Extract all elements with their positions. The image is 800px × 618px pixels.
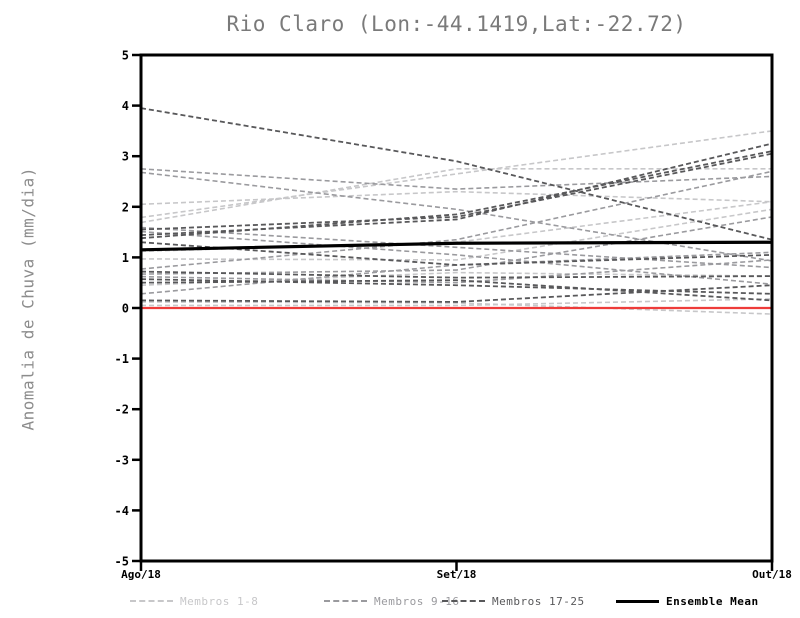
x-tick-label: Ago/18 — [121, 568, 161, 581]
legend-label: Ensemble Mean — [666, 594, 759, 608]
series-line-membro-12 — [140, 230, 773, 286]
y-tick-label: 0 — [122, 302, 129, 316]
x-tick-label: Out/18 — [752, 568, 792, 581]
y-tick-label: -5 — [115, 555, 129, 569]
legend-line-sample — [130, 600, 173, 602]
y-tick-label: 4 — [122, 99, 129, 113]
y-tick-label: 2 — [122, 200, 129, 214]
legend-item-membros-9-16: Membros 9-16 — [324, 593, 459, 609]
legend-label: Membros 1-8 — [180, 594, 259, 608]
legend-line-sample — [324, 600, 367, 602]
y-tick-label: 1 — [122, 251, 129, 265]
series-line-membro-17 — [140, 107, 773, 241]
legend-label: Membros 17-25 — [492, 594, 585, 608]
series-line-membro-20 — [140, 152, 773, 231]
series-line-membro-25 — [140, 279, 773, 302]
y-tick-label: -4 — [115, 504, 129, 518]
legend: Membros 1-8 Membros 9-16 Membros 17-25 Ense… — [0, 593, 800, 613]
series-line-membro-1 — [140, 190, 773, 206]
series-line-membro-24 — [140, 241, 773, 266]
legend-item-membros-17-25: Membros 17-25 — [442, 593, 585, 609]
y-tick-label: 5 — [122, 49, 129, 63]
series-line-membro-11 — [140, 226, 773, 269]
series-line-ensemble-mean — [140, 240, 773, 252]
series-line-membro-21 — [140, 278, 773, 295]
series-line-membro-8 — [141, 298, 773, 307]
series-line-membro-19 — [140, 150, 773, 240]
legend-line-sample — [616, 599, 659, 603]
legend-item-ensemble-mean: Ensemble Mean — [616, 593, 759, 609]
legend-line-sample — [442, 600, 485, 602]
series-line-membro-13 — [140, 170, 773, 270]
series-line-membro-22 — [140, 284, 773, 303]
series-line-membro-10 — [140, 168, 773, 190]
series-line-membro-7 — [140, 301, 773, 315]
legend-item-membros-1-8: Membros 1-8 — [130, 593, 258, 609]
x-tick-label: Set/18 — [437, 568, 477, 581]
chart-title: Rio Claro (Lon:-44.1419,Lat:-22.72) — [226, 12, 687, 36]
series-line-membro-2 — [140, 130, 773, 219]
series-line-membro-23 — [140, 270, 773, 279]
series-line-membro-15 — [140, 259, 773, 284]
y-tick-label: -3 — [115, 453, 129, 467]
y-tick-label: -1 — [115, 352, 129, 366]
y-tick-label: -2 — [115, 403, 129, 417]
y-tick-label: 3 — [122, 150, 129, 164]
legend-label: Membros 9-16 — [374, 594, 460, 608]
